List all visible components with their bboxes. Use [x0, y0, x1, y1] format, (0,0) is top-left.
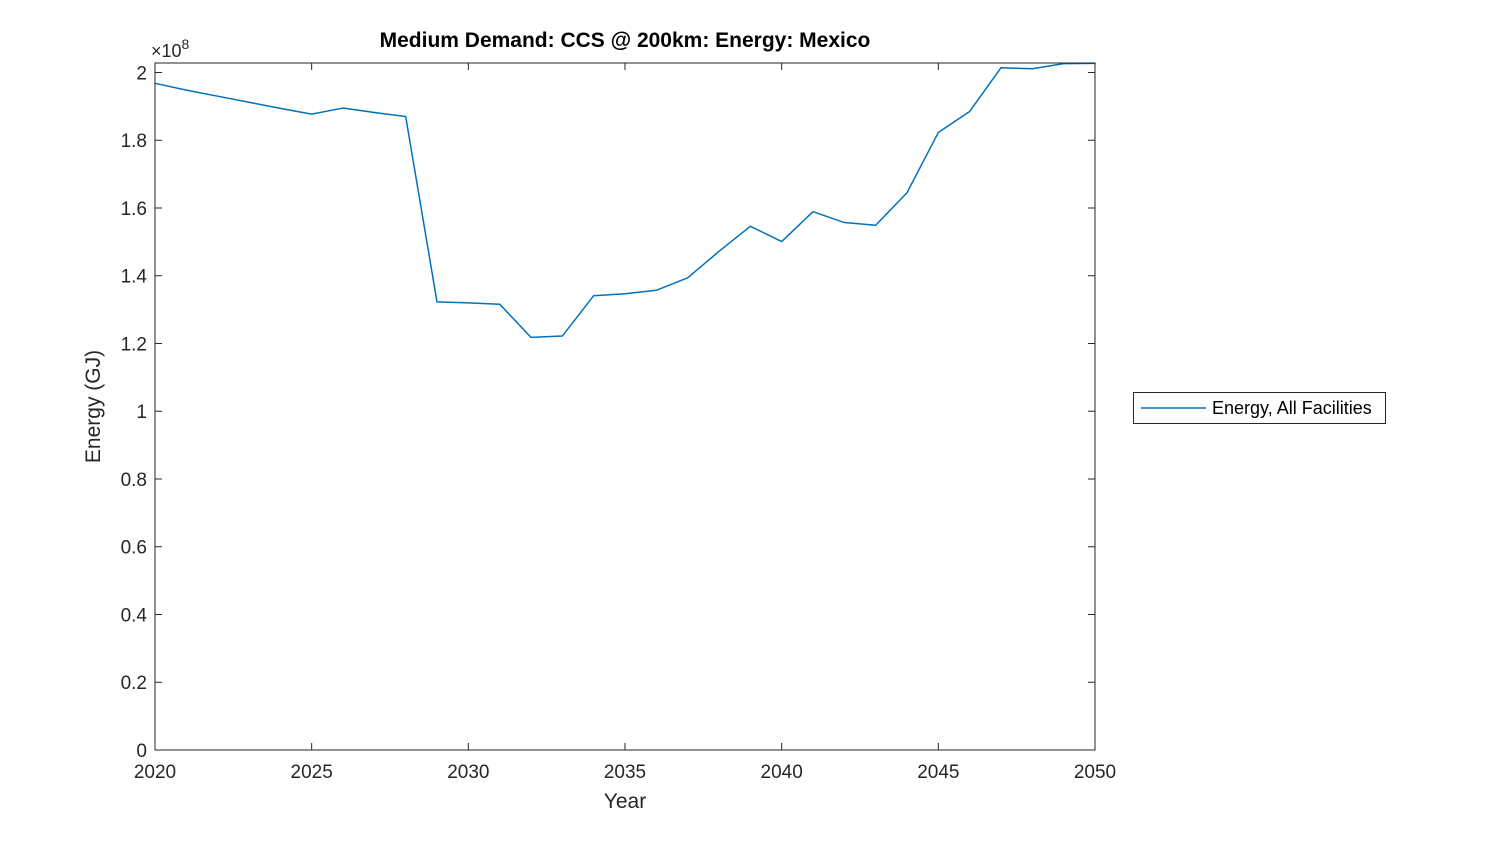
- x-tick-label: 2020: [134, 762, 176, 783]
- y-axis-multiplier-exponent: 8: [182, 36, 190, 52]
- energy-line: [154, 62, 1096, 339]
- y-tick-label: 1.8: [121, 131, 147, 152]
- y-axis-multiplier-base: ×10: [151, 41, 182, 61]
- legend-label: Energy, All Facilities: [1212, 398, 1372, 418]
- x-tick-label: 2045: [917, 762, 959, 783]
- axis-ticks: 2020 2025 2030 2035 2040 2045 2050 0 0.2 0.4 0.6 0.…: [121, 63, 1116, 783]
- x-tick-label: 2050: [1074, 762, 1116, 783]
- y-tick-label: 0: [136, 741, 147, 762]
- y-tick-label: 0.6: [121, 538, 147, 559]
- y-tick-label: 2: [136, 63, 147, 84]
- chart-title: Medium Demand: CCS @ 200km: Energy: Mexi…: [380, 29, 871, 52]
- y-tick-label: 0.2: [121, 673, 147, 694]
- y-tick-label: 0.4: [121, 605, 148, 626]
- plot-border: [154, 62, 1096, 751]
- x-tick-label: 2030: [447, 762, 489, 783]
- x-tick-label: 2040: [761, 762, 803, 783]
- x-tick-label: 2035: [604, 762, 646, 783]
- x-tick-label: 2025: [291, 762, 333, 783]
- y-tick-label: 1.2: [121, 334, 147, 355]
- y-tick-label: 1.4: [121, 267, 148, 288]
- y-axis-multiplier: ×108: [151, 36, 190, 61]
- x-axis-label: Year: [604, 790, 646, 813]
- legend: Energy, All Facilities: [1133, 392, 1386, 424]
- y-tick-label: 1: [136, 402, 147, 423]
- y-tick-label: 1.6: [121, 199, 147, 220]
- y-tick-label: 0.8: [121, 470, 147, 491]
- y-axis-label: Energy (GJ): [82, 350, 105, 463]
